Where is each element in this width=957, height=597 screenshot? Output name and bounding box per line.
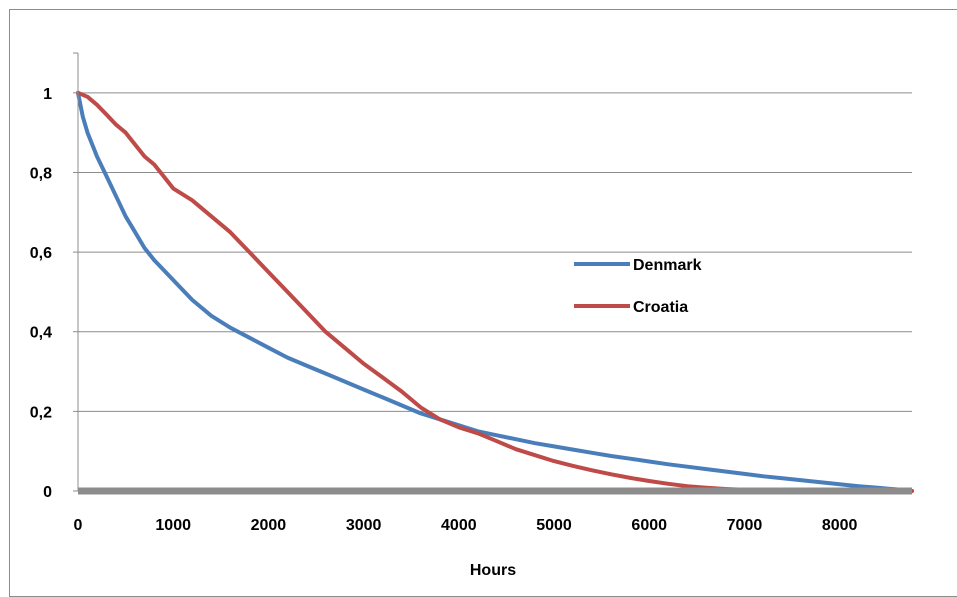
x-axis-title: Hours xyxy=(470,562,516,579)
x-tick-label: 1000 xyxy=(155,517,191,534)
series-line-denmark xyxy=(76,90,914,493)
x-tick-label: 5000 xyxy=(536,517,572,534)
line-chart: 0 0,2 0,4 0,6 0,8 1 0 1000 2000 3000 4000 5000 6000 7… xyxy=(30,52,914,579)
x-tick-label: 6000 xyxy=(631,517,667,534)
y-tick-label: 0,2 xyxy=(30,404,52,421)
tick-labels: 0 0,2 0,4 0,6 0,8 1 0 1000 2000 3000 4000 5000 6000 7… xyxy=(30,86,858,534)
y-tick-label: 0 xyxy=(43,484,52,501)
x-tick-label: 3000 xyxy=(346,517,382,534)
y-tick-label: 0,8 xyxy=(30,165,52,182)
legend-label-denmark: Denmark xyxy=(633,257,702,274)
chart-frame xyxy=(9,9,957,597)
series-lines xyxy=(76,90,914,493)
x-tick-label: 8000 xyxy=(822,517,858,534)
gridlines xyxy=(78,92,912,412)
legend: Denmark Croatia xyxy=(574,257,702,316)
x-tick-label: 2000 xyxy=(251,517,287,534)
y-tick-label: 1 xyxy=(43,86,52,103)
x-tick-label: 0 xyxy=(74,517,83,534)
x-tick-label: 7000 xyxy=(727,517,763,534)
x-tick-label: 4000 xyxy=(441,517,477,534)
legend-label-croatia: Croatia xyxy=(633,299,688,316)
axes xyxy=(73,52,912,495)
y-tick-label: 0,4 xyxy=(30,325,52,342)
y-tick-label: 0,6 xyxy=(30,245,52,262)
series-line-croatia xyxy=(76,90,914,493)
